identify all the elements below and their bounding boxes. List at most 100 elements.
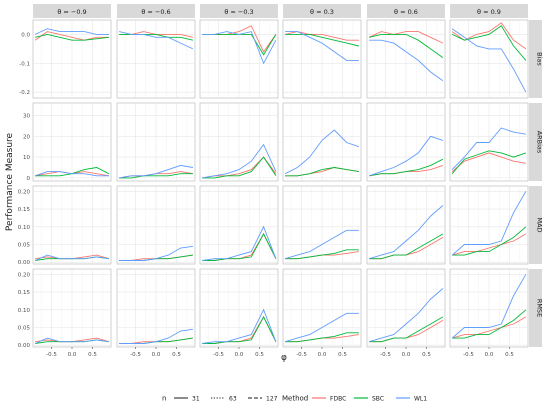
measure-strip-label: ARBias	[536, 131, 544, 154]
legend-label-method: SBC	[372, 396, 384, 403]
series-line-fdbc	[451, 316, 527, 339]
series-line-wl1	[451, 191, 527, 256]
y-tick-label: 0.00	[18, 343, 31, 349]
x-tick-label: 0.5	[505, 352, 514, 358]
series-line-sbc	[202, 315, 277, 344]
series-line-wl1	[284, 312, 359, 343]
y-tick-label: 0	[27, 176, 31, 182]
legend-label-method: WL1	[414, 396, 427, 403]
series-line-wl1	[284, 229, 359, 260]
theta-strip	[117, 4, 195, 18]
x-tick-label: 0.5	[255, 352, 264, 358]
legend-title-n: n	[162, 395, 166, 403]
series-line-sbc	[452, 226, 527, 256]
measure-strip	[529, 269, 542, 347]
x-tick-label: 0.0	[235, 352, 244, 358]
x-tick-label: -0.5	[46, 352, 57, 358]
theta-strip	[283, 4, 361, 18]
series-line-wl1	[284, 129, 360, 175]
x-tick-label: 0.5	[88, 352, 97, 358]
y-tick-label: 10	[23, 155, 30, 161]
x-tick-label: -0.5	[130, 352, 141, 358]
legend-label-method: FDBC	[330, 396, 346, 403]
theta-strip	[450, 4, 528, 18]
series-line-sbc	[451, 25, 527, 61]
y-tick-label: 0.20	[18, 272, 31, 278]
series-line-wl1	[34, 337, 109, 344]
theta-strip-label: θ = 0.9	[477, 8, 501, 16]
y-tick-label: 0.0	[21, 32, 30, 38]
series-line-wl1	[202, 308, 277, 344]
series-line-wl1	[369, 39, 444, 82]
x-tick-label: -0.5	[213, 352, 224, 358]
y-tick-label: 0.15	[18, 207, 31, 213]
series-line-sbc	[369, 158, 444, 177]
x-tick-label: 0.0	[402, 352, 411, 358]
series-line-sbc	[34, 33, 109, 41]
y-axis-title: Performance Measure	[5, 132, 15, 231]
series-line-wl1	[119, 328, 193, 344]
y-tick-label: 20	[23, 134, 30, 140]
series-line-wl1	[202, 31, 277, 65]
x-axis-title: φ	[281, 353, 287, 363]
series-line-wl1	[368, 205, 444, 260]
theta-strip	[367, 4, 445, 18]
measure-strip-label: MAD	[536, 217, 544, 232]
series-line-wl1	[451, 28, 527, 93]
series-line-wl1	[368, 135, 444, 177]
y-tick-label: 0.20	[18, 189, 31, 195]
series-line-sbc	[369, 316, 444, 343]
series-line-fdbc	[368, 31, 444, 44]
theta-strip-label: θ = 0.3	[310, 8, 334, 16]
series-line-wl1	[451, 127, 526, 170]
x-tick-label: 0.5	[422, 352, 431, 358]
y-tick-label: 0.10	[18, 308, 31, 314]
series-line-wl1	[285, 31, 359, 61]
series-line-fdbc	[34, 31, 109, 41]
y-tick-label: 0.00	[18, 260, 31, 266]
y-tick-label: 0.15	[18, 290, 31, 296]
theta-strip-label: θ = −0.6	[141, 8, 170, 16]
series-line-sbc	[452, 309, 527, 339]
theta-strip	[33, 4, 111, 18]
x-tick-label: 0.5	[338, 352, 347, 358]
series-line-sbc	[202, 156, 277, 179]
x-tick-label: 0.0	[68, 352, 77, 358]
legend-label-n: 127	[266, 396, 278, 403]
series-line-wl1	[119, 245, 193, 261]
legend-label-n: 63	[229, 396, 237, 403]
x-tick-label: -0.5	[296, 352, 307, 358]
x-tick-label: 0.0	[485, 352, 494, 358]
measure-strip-label: RMSE	[536, 299, 544, 317]
y-tick-label: 30	[23, 113, 30, 119]
series-line-wl1	[34, 28, 109, 35]
series-line-sbc	[202, 232, 277, 261]
measure-strip	[529, 103, 542, 181]
y-tick-label: 0.05	[18, 243, 31, 249]
legend-label-n: 31	[192, 396, 200, 403]
theta-strip-label: θ = −0.3	[224, 8, 253, 16]
series-line-sbc	[119, 173, 193, 179]
series-line-wl1	[34, 171, 109, 177]
series-line-wl1	[202, 225, 277, 261]
series-line-sbc	[368, 33, 444, 58]
series-line-sbc	[285, 33, 360, 47]
theta-strip-label: θ = −0.9	[57, 8, 86, 16]
measure-strip	[529, 20, 542, 98]
y-tick-label: 0.10	[18, 225, 31, 231]
x-tick-label: 0.0	[318, 352, 327, 358]
x-tick-label: -0.5	[380, 352, 391, 358]
x-tick-label: 0.0	[152, 352, 161, 358]
y-tick-label: -0.1	[19, 61, 30, 67]
y-tick-label: 0.05	[18, 326, 31, 332]
series-line-sbc	[285, 249, 359, 260]
y-tick-label: -0.2	[19, 90, 30, 96]
series-line-wl1	[119, 31, 194, 50]
measure-strip-label: Bias	[536, 52, 544, 66]
series-line-fdbc	[451, 152, 526, 172]
measure-strip	[529, 186, 542, 264]
theta-strip-label: θ = 0.6	[394, 8, 418, 16]
x-tick-label: -0.5	[463, 352, 474, 358]
